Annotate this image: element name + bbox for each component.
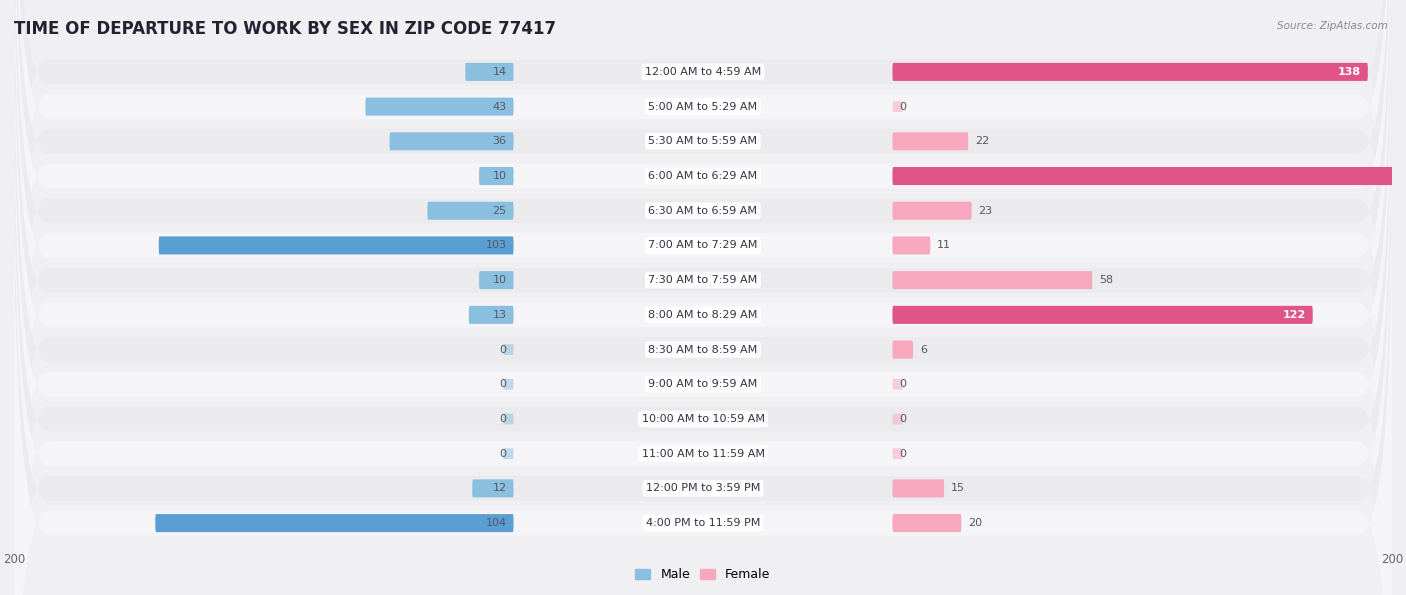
Text: 0: 0 bbox=[499, 449, 506, 459]
FancyBboxPatch shape bbox=[479, 271, 513, 289]
Text: 11: 11 bbox=[938, 240, 952, 250]
Text: 12:00 AM to 4:59 AM: 12:00 AM to 4:59 AM bbox=[645, 67, 761, 77]
FancyBboxPatch shape bbox=[159, 236, 513, 255]
Text: 12: 12 bbox=[492, 483, 506, 493]
FancyBboxPatch shape bbox=[14, 0, 1392, 406]
Text: 43: 43 bbox=[492, 102, 506, 112]
Text: 5:00 AM to 5:29 AM: 5:00 AM to 5:29 AM bbox=[648, 102, 758, 112]
FancyBboxPatch shape bbox=[893, 514, 962, 532]
FancyBboxPatch shape bbox=[14, 0, 1392, 595]
FancyBboxPatch shape bbox=[893, 63, 1368, 81]
FancyBboxPatch shape bbox=[503, 448, 513, 459]
Text: 0: 0 bbox=[900, 379, 907, 389]
FancyBboxPatch shape bbox=[14, 84, 1392, 595]
FancyBboxPatch shape bbox=[14, 0, 1392, 511]
FancyBboxPatch shape bbox=[14, 119, 1392, 595]
FancyBboxPatch shape bbox=[389, 132, 513, 151]
FancyBboxPatch shape bbox=[366, 98, 513, 115]
Text: Source: ZipAtlas.com: Source: ZipAtlas.com bbox=[1277, 21, 1388, 31]
Text: 7:00 AM to 7:29 AM: 7:00 AM to 7:29 AM bbox=[648, 240, 758, 250]
Text: 10:00 AM to 10:59 AM: 10:00 AM to 10:59 AM bbox=[641, 414, 765, 424]
Text: 15: 15 bbox=[950, 483, 965, 493]
FancyBboxPatch shape bbox=[893, 271, 1092, 289]
FancyBboxPatch shape bbox=[155, 514, 513, 532]
FancyBboxPatch shape bbox=[893, 167, 1406, 185]
FancyBboxPatch shape bbox=[893, 236, 931, 255]
Text: 138: 138 bbox=[1339, 67, 1361, 77]
Text: 10: 10 bbox=[492, 275, 506, 285]
FancyBboxPatch shape bbox=[893, 306, 1313, 324]
FancyBboxPatch shape bbox=[503, 379, 513, 390]
FancyBboxPatch shape bbox=[893, 101, 903, 112]
FancyBboxPatch shape bbox=[427, 202, 513, 220]
Text: 0: 0 bbox=[499, 414, 506, 424]
FancyBboxPatch shape bbox=[893, 132, 969, 151]
FancyBboxPatch shape bbox=[14, 15, 1392, 595]
Text: 11:00 AM to 11:59 AM: 11:00 AM to 11:59 AM bbox=[641, 449, 765, 459]
FancyBboxPatch shape bbox=[14, 189, 1392, 595]
Text: 6:00 AM to 6:29 AM: 6:00 AM to 6:29 AM bbox=[648, 171, 758, 181]
FancyBboxPatch shape bbox=[14, 0, 1392, 545]
FancyBboxPatch shape bbox=[14, 0, 1392, 476]
FancyBboxPatch shape bbox=[503, 414, 513, 424]
Text: 20: 20 bbox=[969, 518, 983, 528]
FancyBboxPatch shape bbox=[14, 0, 1392, 441]
Text: 0: 0 bbox=[900, 102, 907, 112]
FancyBboxPatch shape bbox=[893, 414, 903, 424]
Text: 6:30 AM to 6:59 AM: 6:30 AM to 6:59 AM bbox=[648, 206, 758, 216]
Text: 13: 13 bbox=[492, 310, 506, 320]
Text: 122: 122 bbox=[1282, 310, 1306, 320]
FancyBboxPatch shape bbox=[893, 202, 972, 220]
Text: 104: 104 bbox=[485, 518, 506, 528]
Text: 0: 0 bbox=[499, 345, 506, 355]
FancyBboxPatch shape bbox=[893, 379, 903, 390]
Text: 10: 10 bbox=[492, 171, 506, 181]
Text: 6: 6 bbox=[920, 345, 927, 355]
Text: 25: 25 bbox=[492, 206, 506, 216]
Text: 9:00 AM to 9:59 AM: 9:00 AM to 9:59 AM bbox=[648, 379, 758, 389]
Text: 7:30 AM to 7:59 AM: 7:30 AM to 7:59 AM bbox=[648, 275, 758, 285]
FancyBboxPatch shape bbox=[503, 344, 513, 355]
Text: TIME OF DEPARTURE TO WORK BY SEX IN ZIP CODE 77417: TIME OF DEPARTURE TO WORK BY SEX IN ZIP … bbox=[14, 20, 557, 37]
FancyBboxPatch shape bbox=[893, 340, 912, 359]
FancyBboxPatch shape bbox=[479, 167, 513, 185]
FancyBboxPatch shape bbox=[14, 0, 1392, 595]
Text: 23: 23 bbox=[979, 206, 993, 216]
Text: 8:30 AM to 8:59 AM: 8:30 AM to 8:59 AM bbox=[648, 345, 758, 355]
Text: 8:00 AM to 8:29 AM: 8:00 AM to 8:29 AM bbox=[648, 310, 758, 320]
FancyBboxPatch shape bbox=[893, 448, 903, 459]
Text: 22: 22 bbox=[976, 136, 990, 146]
Text: 0: 0 bbox=[900, 449, 907, 459]
Text: 36: 36 bbox=[492, 136, 506, 146]
FancyBboxPatch shape bbox=[465, 63, 513, 81]
FancyBboxPatch shape bbox=[472, 480, 513, 497]
Text: 103: 103 bbox=[485, 240, 506, 250]
Text: 4:00 PM to 11:59 PM: 4:00 PM to 11:59 PM bbox=[645, 518, 761, 528]
Text: 14: 14 bbox=[492, 67, 506, 77]
FancyBboxPatch shape bbox=[14, 0, 1392, 580]
Text: 0: 0 bbox=[900, 414, 907, 424]
FancyBboxPatch shape bbox=[14, 49, 1392, 595]
Text: 5:30 AM to 5:59 AM: 5:30 AM to 5:59 AM bbox=[648, 136, 758, 146]
FancyBboxPatch shape bbox=[893, 480, 945, 497]
Text: 0: 0 bbox=[499, 379, 506, 389]
Text: 58: 58 bbox=[1099, 275, 1114, 285]
FancyBboxPatch shape bbox=[468, 306, 513, 324]
FancyBboxPatch shape bbox=[14, 154, 1392, 595]
Text: 12:00 PM to 3:59 PM: 12:00 PM to 3:59 PM bbox=[645, 483, 761, 493]
Legend: Male, Female: Male, Female bbox=[630, 563, 776, 586]
